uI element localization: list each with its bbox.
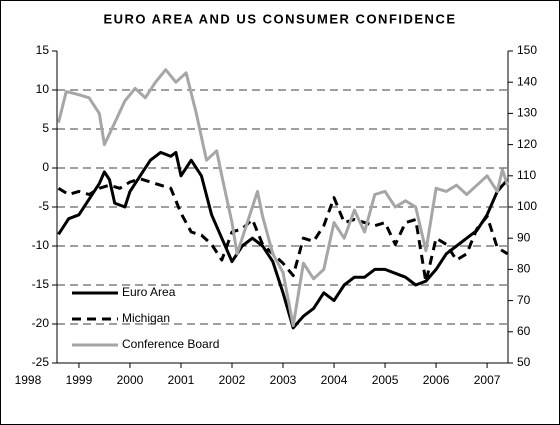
x-tick-label: 2003 [270, 373, 297, 387]
legend-label: Euro Area [122, 285, 176, 299]
y-tick-label: -15 [32, 277, 50, 291]
y-tick-label: 10 [36, 82, 50, 96]
y2-tick-label: 110 [517, 168, 536, 182]
y2-tick-label: 140 [517, 74, 537, 88]
x-tick-label: 2005 [372, 373, 399, 387]
series-line [57, 177, 509, 284]
y-tick-label: 15 [36, 43, 50, 57]
legend-label: Michigan [122, 311, 170, 325]
x-tick-label: 1999 [66, 373, 93, 387]
y2-tick-label: 150 [517, 43, 537, 57]
y2-tick-label: 130 [517, 106, 537, 120]
y2-tick-label: 90 [517, 230, 531, 244]
y2-tick-label: 80 [517, 262, 531, 276]
y2-tick-label: 50 [517, 355, 531, 369]
series-line [57, 68, 509, 328]
x-tick-label: 2000 [117, 373, 144, 387]
y2-tick-label: 120 [517, 137, 537, 151]
x-tick-label: 2004 [321, 373, 348, 387]
x-tick-label: 1998 [15, 373, 42, 387]
x-tick-label: 2002 [219, 373, 246, 387]
x-tick-label: 2006 [423, 373, 450, 387]
y-tick-label: -20 [32, 316, 50, 330]
x-tick-label: 2007 [474, 373, 501, 387]
y-tick-label: -25 [32, 355, 50, 369]
y-tick-label: -5 [38, 199, 49, 213]
y2-tick-label: 100 [517, 199, 537, 213]
legend-label: Conference Board [122, 337, 219, 351]
y-tick-label: -10 [32, 238, 50, 252]
chart-title: EURO AREA AND US CONSUMER CONFIDENCE [103, 11, 456, 26]
y2-tick-label: 60 [517, 324, 531, 338]
x-tick-label: 2001 [168, 373, 195, 387]
y2-tick-label: 70 [517, 293, 531, 307]
y-tick-label: 0 [42, 160, 49, 174]
y-tick-label: 5 [42, 121, 49, 135]
